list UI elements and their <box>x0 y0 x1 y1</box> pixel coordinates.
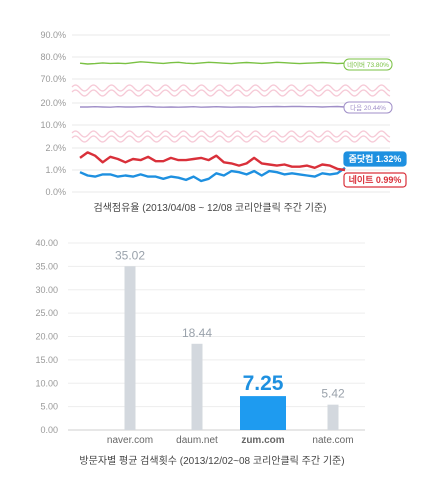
bar-value-label: 7.25 <box>243 372 284 395</box>
y-tick-label: 10.00 <box>35 378 58 388</box>
series-label-text: 네이트 0.99% <box>349 174 402 185</box>
y-tick-label: 0.00 <box>40 425 58 435</box>
y-tick-label: 20.0% <box>40 98 66 108</box>
y-tick-label: 15.00 <box>35 355 58 365</box>
axis-break-wave <box>71 130 391 138</box>
series-label-네이버: 네이버 73.80% <box>343 58 393 71</box>
y-tick-label: 20.00 <box>35 332 58 342</box>
bar-chart-caption: 방문자별 평균 검색횟수 (2013/12/02~08 코리안클릭 주간 기준) <box>79 455 344 467</box>
series-label-box <box>343 58 393 71</box>
series-label-text: 줌닷컴 1.32% <box>349 153 402 164</box>
y-tick-label: 5.00 <box>40 402 58 412</box>
bar-value-label: 18.44 <box>182 326 212 340</box>
y-tick-label: 40.00 <box>35 238 58 248</box>
axis-break-wave <box>71 89 391 97</box>
y-tick-label: 2.0% <box>45 143 66 153</box>
x-category-label: nate.com <box>312 435 353 446</box>
bar-daum.net <box>191 343 203 430</box>
series-label-다음: 다음 20.44% <box>343 101 393 114</box>
y-tick-label: 35.00 <box>35 261 58 271</box>
series-line-다음 <box>80 105 346 108</box>
series-label-box <box>343 151 407 167</box>
series-line-줌닷컴 <box>79 166 346 183</box>
series-label-box <box>343 101 393 114</box>
series-label-text: 다음 20.44% <box>350 103 386 112</box>
axis-break-wave <box>71 135 391 143</box>
series-label-줌닷컴: 줌닷컴 1.32% <box>343 151 407 167</box>
series-label-box <box>343 172 407 188</box>
bar-zum.com <box>240 396 286 430</box>
axis-break-wave <box>71 84 391 92</box>
bar-naver.com <box>124 266 136 430</box>
bar-nate.com <box>327 404 339 430</box>
x-category-label: zum.com <box>241 435 284 446</box>
y-tick-label: 10.0% <box>40 120 66 130</box>
x-category-label: daum.net <box>176 435 218 446</box>
series-label-네이트: 네이트 0.99% <box>343 172 407 188</box>
x-category-label: naver.com <box>107 435 153 446</box>
line-chart-caption: 검색점유율 (2013/04/08 ~ 12/08 코리안클릭 주간 기준) <box>93 202 326 214</box>
avg-searches-bar-chart: 40.00 35.00 30.00 25.00 20.00 15.00 10.00 5.00 0… <box>35 238 365 446</box>
search-share-line-chart: 90.0% 80.0% 70.0% 20.0% 10.0% 2.0% 1.0% 0.0% 네이버… <box>40 30 407 197</box>
series-line-네이버 <box>79 61 346 65</box>
y-tick-label: 80.0% <box>40 52 66 62</box>
series-line-네이트 <box>79 151 346 172</box>
y-tick-label: 1.0% <box>45 165 66 175</box>
y-tick-label: 90.0% <box>40 30 66 40</box>
bar-value-label: 35.02 <box>115 248 145 262</box>
series-label-text: 네이버 73.80% <box>347 60 389 69</box>
y-tick-label: 25.00 <box>35 308 58 318</box>
y-tick-label: 70.0% <box>40 74 66 84</box>
y-tick-label: 0.0% <box>45 187 66 197</box>
bar-value-label: 5.42 <box>321 387 345 401</box>
y-tick-label: 30.00 <box>35 285 58 295</box>
